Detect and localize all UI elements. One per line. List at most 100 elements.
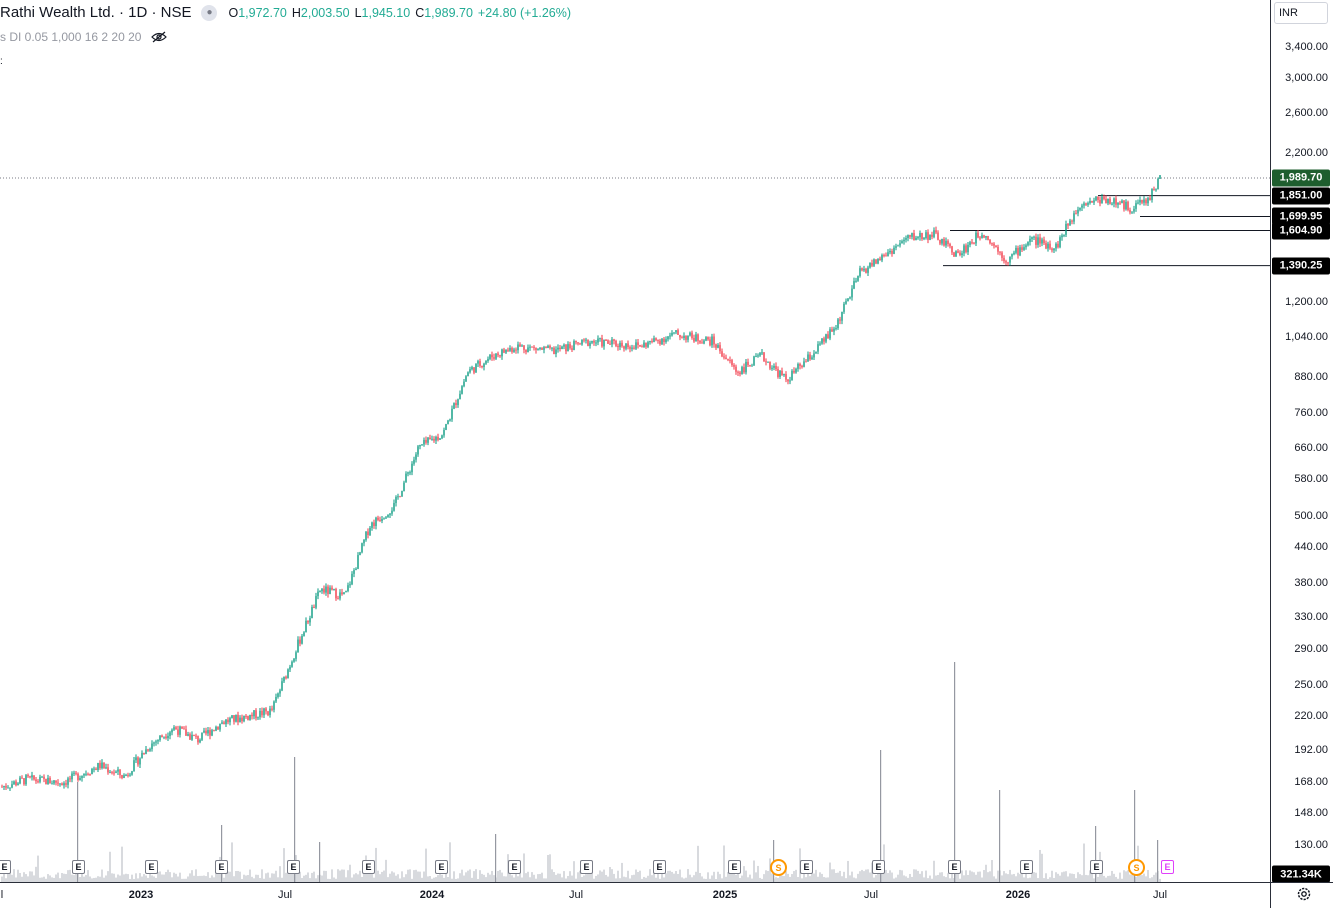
- candle-body: [765, 361, 767, 363]
- candle-body: [977, 232, 979, 238]
- volume-bar: [291, 872, 293, 882]
- indicator-legend[interactable]: s DI 0.05 1,000 16 2 20 20: [0, 30, 168, 44]
- volume-bar: [923, 877, 925, 882]
- earnings-marker[interactable]: E: [215, 860, 228, 874]
- candle-body: [907, 235, 909, 239]
- volume-bar: [669, 870, 671, 882]
- volume-bar: [981, 877, 983, 882]
- candle-body: [17, 783, 19, 786]
- volume-bar: [1021, 869, 1023, 882]
- volume-bar: [277, 877, 279, 882]
- candle-body: [203, 730, 205, 733]
- volume-spike: [221, 825, 223, 882]
- candle-body: [791, 370, 793, 381]
- earnings-marker[interactable]: E: [287, 860, 300, 874]
- candle-body: [941, 238, 943, 244]
- price-tick-label: 3,000.00: [1285, 71, 1328, 84]
- volume-bar: [1053, 877, 1055, 882]
- candle-body: [61, 783, 63, 786]
- volume-bar: [207, 872, 209, 882]
- candle-body: [115, 771, 117, 773]
- volume-bar: [567, 875, 569, 882]
- volume-bar: [721, 878, 723, 882]
- earnings-marker[interactable]: E: [362, 860, 375, 874]
- volume-bar: [517, 876, 519, 882]
- volume-bar: [11, 874, 13, 882]
- candle-body: [735, 366, 737, 372]
- chart-pane[interactable]: [0, 0, 1270, 882]
- volume-bar: [197, 876, 199, 882]
- candlestick-chart[interactable]: [0, 0, 1270, 882]
- volume-bar: [545, 878, 547, 882]
- candle-body: [823, 338, 825, 342]
- volume-bar: [885, 869, 887, 882]
- candle-body: [725, 357, 727, 360]
- candle-body: [761, 352, 763, 354]
- volume-bar: [653, 869, 655, 882]
- symbol-title[interactable]: Rathi Wealth Ltd. · 1D · NSE: [0, 4, 192, 21]
- candle-body: [91, 769, 93, 775]
- legend-dot-icon[interactable]: ●: [201, 4, 218, 21]
- earnings-marker[interactable]: E: [872, 860, 885, 874]
- volume-bar: [485, 877, 487, 882]
- candle-body: [665, 339, 667, 342]
- hidden-eye-icon[interactable]: [151, 31, 168, 43]
- earnings-marker[interactable]: E: [72, 860, 85, 874]
- earnings-marker[interactable]: E: [800, 860, 813, 874]
- volume-bar: [1087, 875, 1089, 882]
- volume-bar: [683, 878, 685, 882]
- volume-bar: [1091, 873, 1093, 882]
- candle-body: [923, 237, 925, 240]
- candle-body: [165, 736, 167, 739]
- earnings-marker[interactable]: E: [653, 860, 666, 874]
- candle-body: [917, 237, 919, 239]
- earnings-marker[interactable]: E: [435, 860, 448, 874]
- split-marker[interactable]: S: [1128, 859, 1145, 876]
- price-tick-label: 1,040.00: [1285, 330, 1328, 343]
- volume-bar: [809, 876, 811, 882]
- volume-bar: [1085, 874, 1087, 882]
- volume-bar: [939, 872, 941, 882]
- candle-body: [477, 361, 479, 364]
- candle-body: [447, 420, 449, 425]
- earnings-marker[interactable]: E: [948, 860, 961, 874]
- candle-body: [813, 353, 815, 358]
- volume-bar: [687, 869, 689, 882]
- volume-bar: [533, 874, 535, 882]
- earnings-marker[interactable]: E: [1020, 860, 1033, 874]
- volume-bar: [265, 873, 267, 882]
- candle-body: [1131, 211, 1133, 213]
- split-marker[interactable]: S: [770, 859, 787, 876]
- candle-body: [361, 543, 363, 553]
- volume-bar: [1105, 877, 1107, 882]
- candle-body: [459, 393, 461, 400]
- candle-body: [441, 435, 443, 439]
- earnings-marker[interactable]: E: [1090, 860, 1103, 874]
- price-axis[interactable]: 3,400.00 3,000.00 2,600.00 2,200.00 1,200.00…: [1270, 0, 1333, 882]
- candle-body: [261, 710, 263, 716]
- earnings-marker[interactable]: E: [0, 860, 11, 874]
- candle-body: [797, 364, 799, 369]
- earnings-marker[interactable]: E: [728, 860, 741, 874]
- candle-body: [807, 354, 809, 362]
- volume-bar: [91, 878, 93, 882]
- candle-body: [985, 236, 987, 238]
- candle-body: [395, 496, 397, 503]
- candle-body: [433, 438, 435, 441]
- earnings-marker[interactable]: E: [145, 860, 158, 874]
- volume-bar: [337, 869, 339, 882]
- candle-body: [1009, 256, 1011, 263]
- volume-bar: [239, 871, 241, 882]
- upcoming-earnings-marker[interactable]: E: [1161, 860, 1174, 874]
- gear-icon[interactable]: [1296, 886, 1312, 902]
- candle-body: [805, 361, 807, 363]
- currency-selector[interactable]: INR: [1274, 2, 1328, 24]
- earnings-marker[interactable]: E: [580, 860, 593, 874]
- earnings-marker[interactable]: E: [508, 860, 521, 874]
- candle-body: [1055, 243, 1057, 249]
- volume-bar: [29, 871, 31, 882]
- candle-body: [573, 341, 575, 350]
- candle-body: [273, 701, 275, 710]
- volume-bar: [275, 870, 277, 882]
- time-axis[interactable]: l 2023 Jul 2024 Jul 2025 Jul 2026 Jul: [0, 882, 1270, 908]
